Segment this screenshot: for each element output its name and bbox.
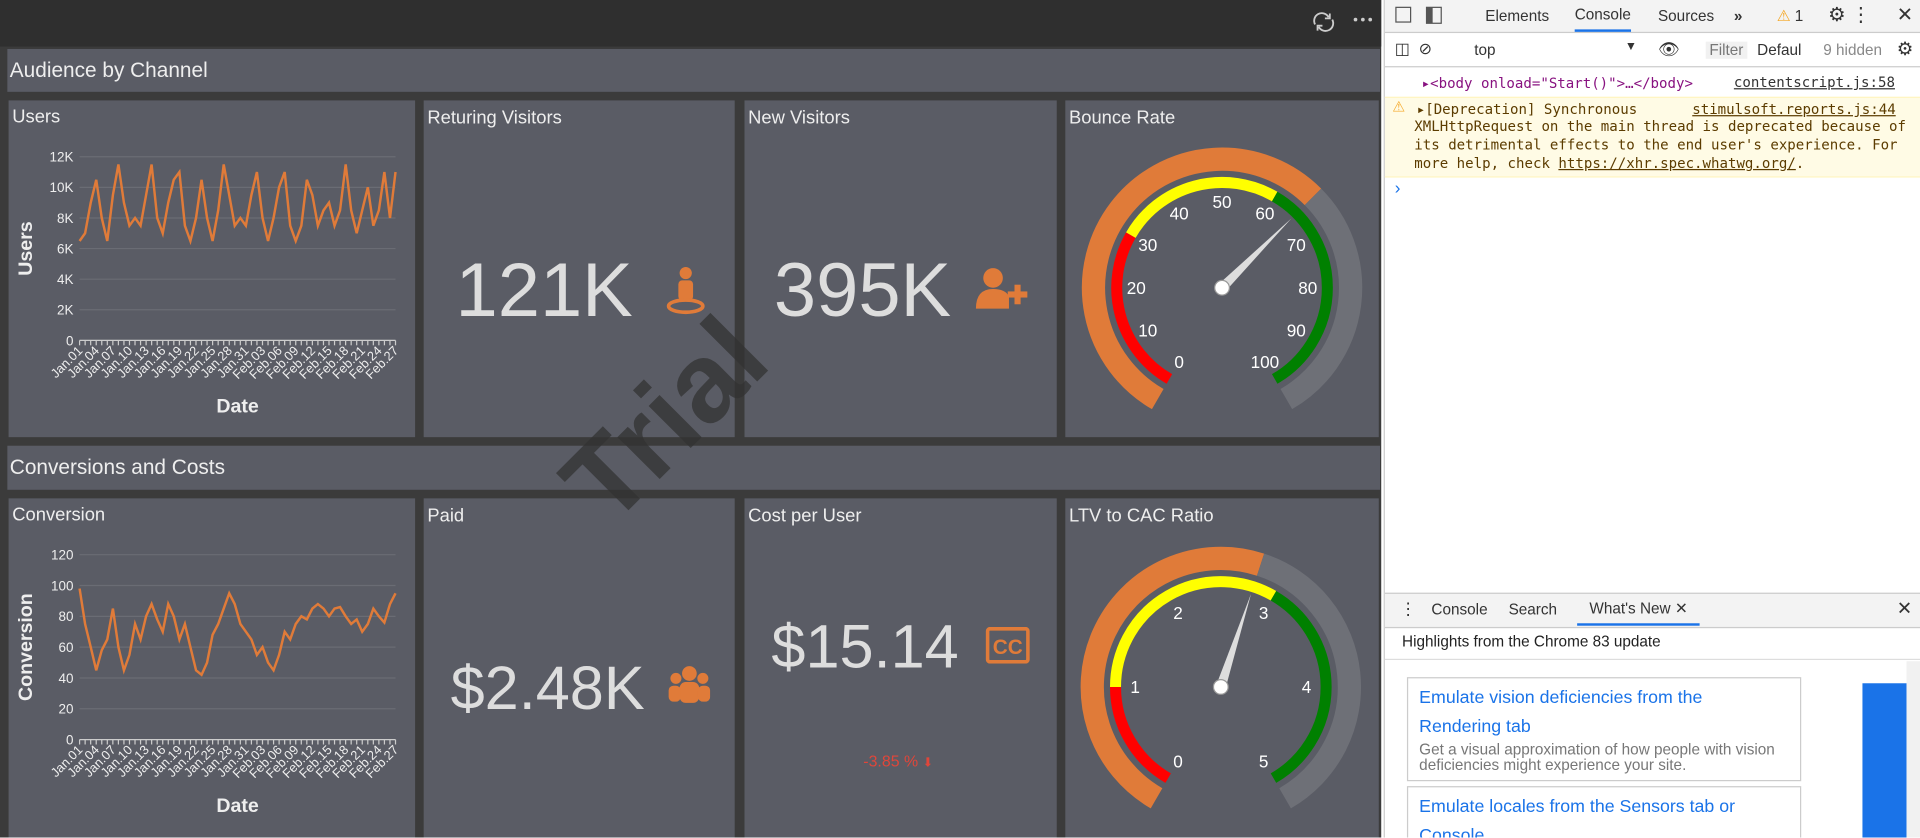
- context[interactable]: top: [1474, 41, 1496, 59]
- panel-title: New Visitors: [748, 107, 850, 129]
- dashboard: Audience by Channel Conversions and Cost…: [0, 0, 1382, 838]
- drawer-tab-label: What's New: [1589, 600, 1671, 618]
- add-user-icon: [975, 268, 1028, 309]
- more-tabs[interactable]: »: [1733, 7, 1743, 25]
- settings[interactable]: ⚙ ⋮: [1828, 4, 1871, 26]
- warning-icon: ⚠: [1392, 97, 1406, 116]
- kpi-value: 121K: [455, 248, 633, 334]
- devtools-tabbar: [1384, 0, 1920, 34]
- dropdown[interactable]: ▼: [1624, 40, 1638, 54]
- tab[interactable]: Sources: [1657, 7, 1715, 25]
- scrollbar: [1906, 661, 1920, 838]
- tab[interactable]: Elements: [1485, 7, 1550, 25]
- panel-title: Users: [12, 106, 61, 128]
- devtools: Elements Console Sources » ⚠ 1 ⚙ ⋮ ✕ ◫ ⊘…: [1383, 0, 1920, 838]
- panel-title: Returing Visitors: [427, 107, 562, 129]
- toolbar-icons[interactable]: ◫ ⊘: [1394, 39, 1432, 58]
- group-icon: [668, 666, 711, 703]
- warning-body: XMLHttpRequest on the main thread is dep…: [1414, 118, 1910, 173]
- body-line: <body onload="Start()">…</body>: [1430, 74, 1693, 92]
- filter[interactable]: Filter: [1705, 41, 1748, 59]
- panel: Paid $2.48K: [423, 498, 735, 838]
- warning-badge[interactable]: ⚠ 1: [1776, 7, 1804, 25]
- source-link[interactable]: stimulsoft.reports.js:44: [1692, 100, 1896, 118]
- panel-title: LTV to CAC Ratio: [1068, 505, 1214, 527]
- change-text: -3.85 %: [863, 751, 919, 771]
- person-icon: [666, 266, 705, 315]
- kpi-change: -3.85 % ⬇: [863, 751, 933, 771]
- card-title[interactable]: Emulate locales from the Sensors tab or …: [1419, 797, 1735, 838]
- toolbar: [0, 0, 1382, 47]
- svg-text:CC: CC: [993, 636, 1023, 659]
- console-line[interactable]: ▸<body onload="Start()">…</body>: [1421, 74, 1693, 92]
- highlights: Highlights from the Chrome 83 update: [1402, 633, 1661, 651]
- drawer-tabbar: [1384, 592, 1920, 629]
- close[interactable]: ✕: [1896, 4, 1914, 26]
- inspect-icons[interactable]: [1395, 6, 1444, 26]
- refresh-icon[interactable]: [1310, 10, 1337, 34]
- panel: Users: [8, 100, 416, 438]
- panel: New Visitors 395K: [744, 100, 1057, 438]
- warning-count: 1: [1794, 7, 1804, 25]
- panel: Cost per User $15.14 CC -3.85 % ⬇: [744, 498, 1057, 838]
- warning-row: [1384, 96, 1920, 178]
- warning-head-text: [Deprecation] Synchronous: [1425, 100, 1638, 118]
- card-title[interactable]: Emulate vision deficiencies from the Ren…: [1419, 688, 1703, 738]
- warning-head: ▸[Deprecation] Synchronous: [1416, 100, 1638, 118]
- card[interactable]: Emulate vision deficiencies from the Ren…: [1406, 677, 1802, 782]
- panel-title: Cost per User: [748, 505, 862, 527]
- tab-active[interactable]: Console: [1574, 0, 1631, 32]
- eye[interactable]: 👁: [1657, 39, 1680, 59]
- drawer-tab-active[interactable]: What's New ✕: [1577, 594, 1700, 626]
- console-toolbar: [1384, 33, 1920, 68]
- more-icon[interactable]: [1352, 15, 1374, 25]
- illustration: [1862, 683, 1907, 838]
- prompt[interactable]: ›: [1394, 177, 1401, 198]
- drawer-tab[interactable]: Console: [1431, 601, 1488, 619]
- card[interactable]: Emulate locales from the Sensors tab or …: [1406, 786, 1802, 838]
- panel-title: Conversion: [12, 504, 106, 526]
- kpi-value: $2.48K: [450, 653, 645, 723]
- kpi-value: $15.14: [771, 612, 959, 681]
- kpi-value: 395K: [773, 248, 952, 334]
- panel: LTV to CAC Ratio: [1065, 498, 1379, 838]
- panel: Returing Visitors 121K: [423, 100, 735, 438]
- warning-link[interactable]: https://xhr.spec.whatwg.org/: [1558, 154, 1796, 172]
- panel-title: Paid: [427, 505, 465, 527]
- panel: Bounce Rate: [1065, 100, 1379, 438]
- panel-title: Bounce Rate: [1068, 107, 1176, 129]
- section-header: Conversions and Costs: [7, 445, 1381, 490]
- drawer-close[interactable]: ✕: [1896, 598, 1913, 620]
- warning-end: .: [1795, 154, 1805, 172]
- drawer-menu[interactable]: ⋮: [1399, 598, 1417, 619]
- warning-text: XMLHttpRequest on the main thread is dep…: [1414, 117, 1907, 172]
- section-header: Audience by Channel: [7, 48, 1381, 92]
- hidden-count: 9 hidden: [1823, 41, 1883, 59]
- card-icon: CC: [985, 626, 1030, 664]
- levels[interactable]: Defaul: [1757, 41, 1802, 59]
- whats-new: [1384, 658, 1920, 838]
- drawer-tab[interactable]: Search: [1508, 601, 1558, 619]
- card-text: Get a visual approximation of how people…: [1419, 740, 1775, 774]
- source-link[interactable]: contentscript.js:58: [1733, 73, 1895, 91]
- panel: Conversion: [8, 498, 416, 838]
- console-settings[interactable]: ⚙: [1896, 39, 1914, 60]
